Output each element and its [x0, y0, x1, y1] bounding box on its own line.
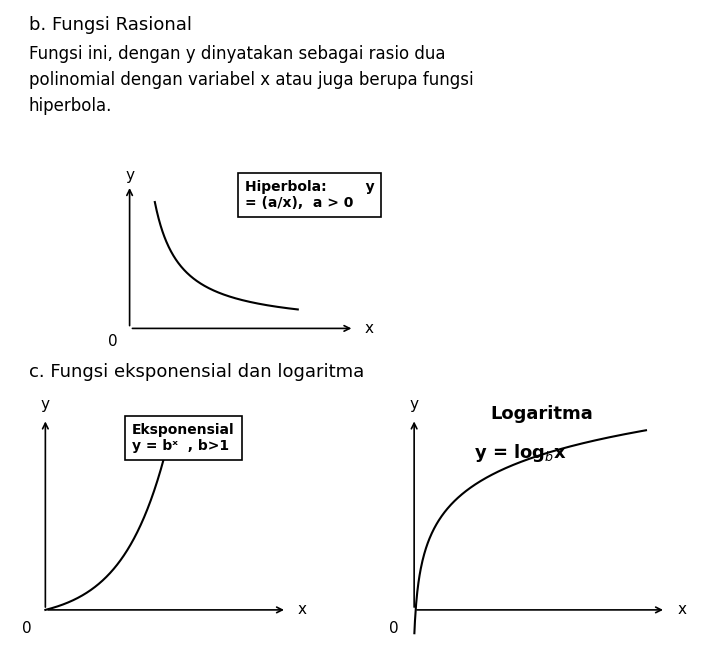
Text: Hiperbola:        y
= (a/x),  a > 0: Hiperbola: y = (a/x), a > 0: [245, 180, 374, 211]
Text: y: y: [410, 397, 418, 412]
Text: Eksponensial
y = bˣ  , b>1: Eksponensial y = bˣ , b>1: [132, 423, 235, 454]
Text: Fungsi ini, dengan y dinyatakan sebagai rasio dua
polinomial dengan variabel x a: Fungsi ini, dengan y dinyatakan sebagai …: [29, 45, 474, 115]
Text: 0: 0: [390, 621, 399, 636]
Text: x: x: [364, 321, 373, 336]
Text: x: x: [678, 603, 687, 618]
Text: y: y: [41, 397, 50, 412]
Text: b. Fungsi Rasional: b. Fungsi Rasional: [29, 16, 192, 34]
Text: y = log$_b$x: y = log$_b$x: [474, 442, 567, 464]
Text: y: y: [125, 168, 134, 183]
Text: 0: 0: [22, 621, 32, 636]
Text: 0: 0: [107, 334, 117, 349]
Text: x: x: [298, 603, 307, 618]
Text: c. Fungsi eksponensial dan logaritma: c. Fungsi eksponensial dan logaritma: [29, 363, 364, 381]
Text: Logaritma: Logaritma: [490, 404, 593, 422]
